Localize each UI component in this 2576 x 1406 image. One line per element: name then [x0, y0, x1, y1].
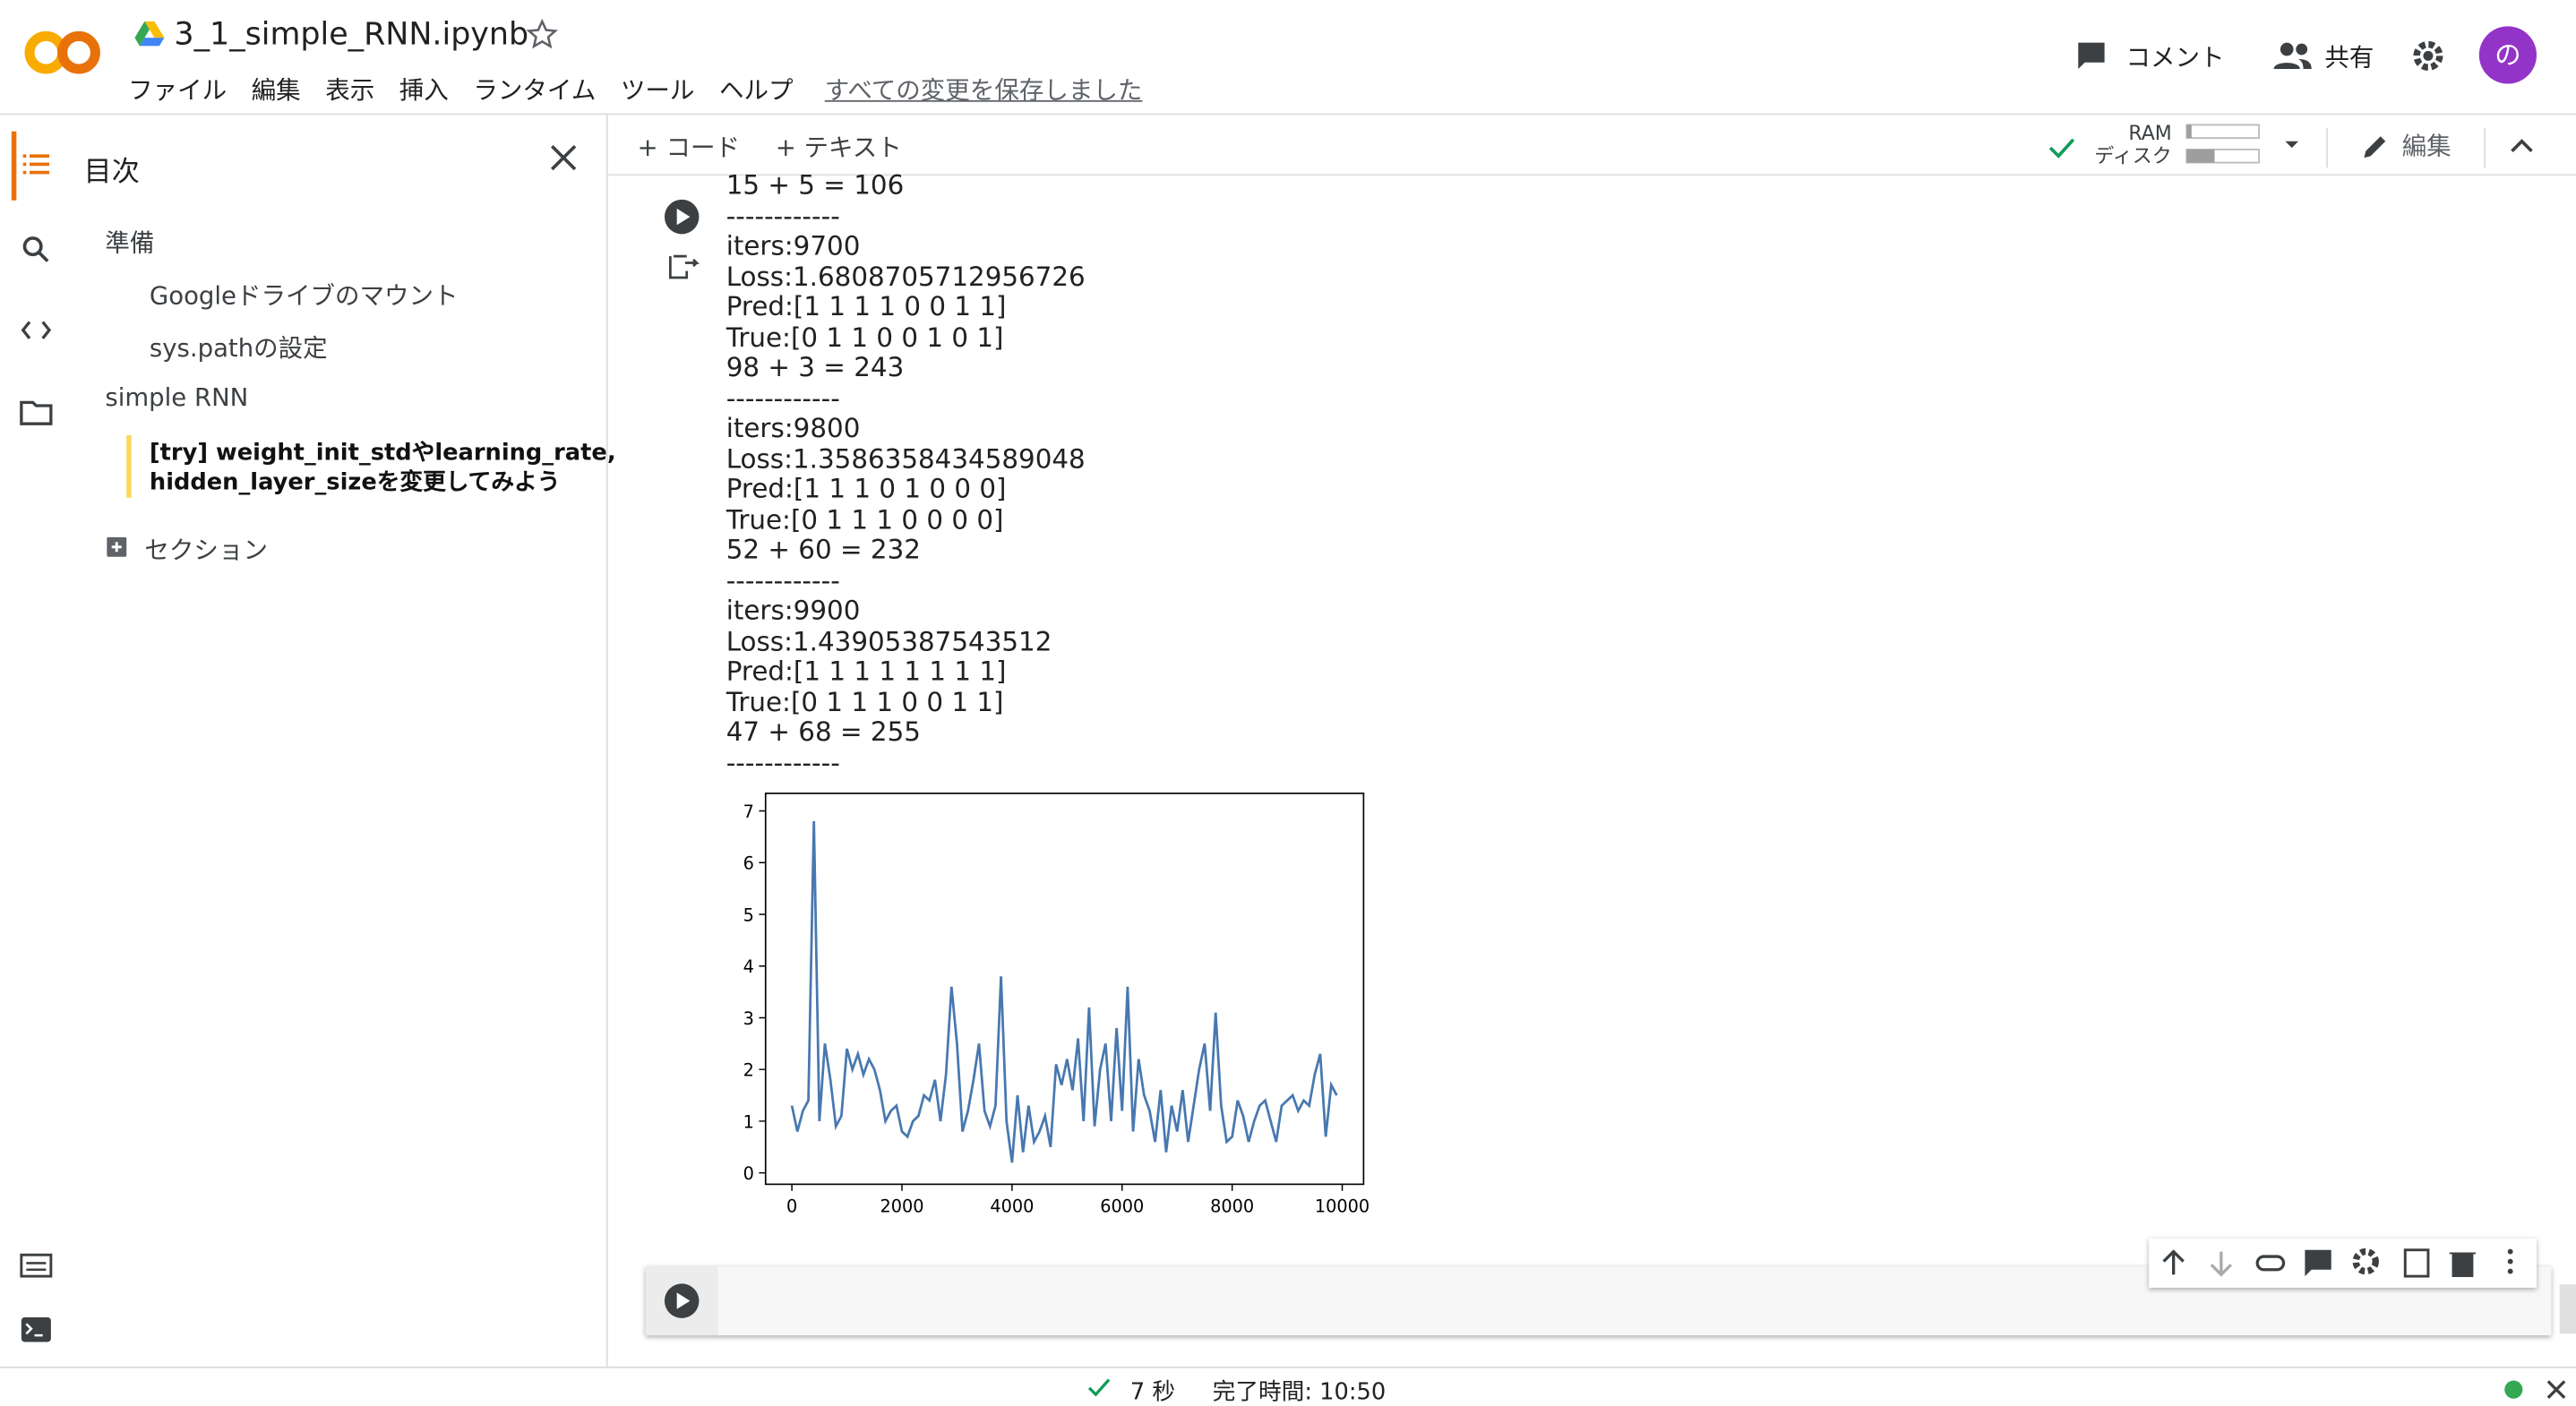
- y-tick-label: 1: [743, 1111, 754, 1132]
- y-tick-label: 0: [743, 1163, 754, 1184]
- sidebar-divider: [605, 115, 608, 1367]
- sidebar-bottom-icons: [20, 1253, 53, 1342]
- resource-bars[interactable]: [2185, 124, 2309, 169]
- save-status[interactable]: すべての変更を保存しました: [824, 75, 1143, 106]
- menu-item[interactable]: ツール: [620, 75, 695, 106]
- star-button[interactable]: [526, 18, 559, 51]
- add-text-button[interactable]: + テキスト: [775, 133, 902, 163]
- output-line: ------------: [726, 199, 840, 231]
- output-line: Loss:1.3586358434589048: [726, 442, 1086, 475]
- y-tick-label: 7: [743, 802, 754, 822]
- add-section[interactable]: セクション: [144, 535, 269, 565]
- x-tick-label: 4000: [990, 1196, 1034, 1217]
- x-tick-label: 10000: [1315, 1196, 1370, 1217]
- loss-line: [790, 821, 1338, 1163]
- toolbar-divider: [607, 174, 2576, 176]
- sidebar-icons: [20, 154, 53, 425]
- notebook-title[interactable]: 3_1_simple_RNN.ipynb: [174, 16, 529, 53]
- toc-item[interactable]: sys.pathの設定: [149, 333, 328, 364]
- avatar[interactable]: の: [2478, 26, 2537, 84]
- cell-output: 15 + 5 = 106 ------------ iters:9700 Loss:1…: [726, 173, 1086, 781]
- menu-item[interactable]: 表示: [325, 75, 375, 106]
- output-line: iters:9800: [726, 412, 861, 444]
- y-tick-label: 4: [743, 956, 754, 977]
- add-section-icon[interactable]: [107, 536, 128, 559]
- cell-toolbar-icons[interactable]: [2155, 1245, 2533, 1281]
- y-tick-label: 5: [743, 904, 754, 925]
- x-tick-label: 0: [786, 1196, 797, 1217]
- run-button[interactable]: [664, 1282, 703, 1322]
- plot-frame: [764, 793, 1365, 1186]
- x-tick-label: 6000: [1100, 1196, 1144, 1217]
- output-line: Pred:[1 1 1 1 0 0 1 1]: [726, 290, 1007, 322]
- output-line: Loss:1.6808705712956726: [726, 260, 1086, 292]
- toc-item[interactable]: [try] weight_init_stdやlearning_rate,: [149, 440, 616, 467]
- resource-labels: RAM ディスク: [2086, 121, 2172, 168]
- output-line: 15 + 5 = 106: [726, 172, 905, 201]
- menu-bar: ファイル 編集 表示 挿入 ランタイム ツール ヘルプ: [128, 73, 818, 107]
- disk-label: ディスク: [2094, 144, 2172, 168]
- output-line: 47 + 68 = 255: [726, 716, 921, 748]
- status-icons[interactable]: [2502, 1376, 2567, 1402]
- y-tick-label: 3: [743, 1008, 754, 1029]
- output-line: iters:9900: [726, 594, 861, 626]
- active-tab-indicator: [11, 131, 17, 201]
- output-line: Pred:[1 1 1 0 1 0 0 0]: [726, 473, 1007, 505]
- share-icon: [2273, 42, 2312, 70]
- output-line: 52 + 60 = 232: [726, 534, 921, 565]
- cell-controls[interactable]: [664, 199, 703, 284]
- status-duration: 7 秒: [1129, 1379, 1176, 1406]
- y-tick-label: 6: [743, 853, 754, 874]
- status-check: [1087, 1378, 1111, 1397]
- close-sidebar[interactable]: [549, 143, 579, 173]
- collapse-button[interactable]: [2509, 134, 2535, 158]
- menu-item[interactable]: ランタイム: [473, 75, 597, 106]
- share-button[interactable]: 共有: [2324, 42, 2374, 73]
- toc-active-bar: [126, 435, 132, 498]
- ram-label: RAM: [2128, 121, 2172, 145]
- status-divider: [0, 1366, 2576, 1368]
- output-line: True:[0 1 1 1 0 0 1 1]: [726, 685, 1004, 717]
- toc-item[interactable]: Googleドライブのマウント: [149, 280, 459, 311]
- comment-icon: [2078, 42, 2105, 70]
- menu-item[interactable]: ヘルプ: [718, 75, 794, 106]
- x-tick-label: 2000: [880, 1196, 923, 1217]
- output-line: 98 + 3 = 243: [726, 351, 905, 383]
- toc-item[interactable]: 準備: [105, 227, 155, 258]
- connected-check: [2048, 138, 2075, 159]
- output-line: True:[0 1 1 0 0 1 0 1]: [726, 321, 1004, 353]
- output-line: Loss:1.43905387543512: [726, 624, 1052, 656]
- output-line: iters:9700: [726, 229, 861, 261]
- toolbar-divider: [2326, 128, 2329, 168]
- status-finished: 完了時間: 10:50: [1212, 1379, 1387, 1406]
- menu-item[interactable]: ファイル: [128, 75, 228, 106]
- edit-button[interactable]: 編集: [2401, 131, 2451, 161]
- menu-item[interactable]: 編集: [251, 75, 301, 106]
- drive-icon: [134, 21, 165, 47]
- output-line: ------------: [726, 564, 840, 596]
- colab-logo: [24, 30, 100, 74]
- toolbar-divider: [2484, 128, 2486, 168]
- output-line: ------------: [726, 382, 840, 414]
- settings-button[interactable]: [2410, 38, 2446, 73]
- output-line: True:[0 1 1 1 0 0 0 0]: [726, 503, 1004, 535]
- output-line: ------------: [726, 746, 840, 778]
- add-code-button[interactable]: + コード: [637, 133, 741, 163]
- y-tick-label: 2: [743, 1060, 754, 1081]
- sidebar-title: 目次: [83, 156, 140, 189]
- output-line: Pred:[1 1 1 1 1 1 1 1]: [726, 655, 1007, 687]
- loss-plot: 0 1 2 3 4 5 6 7 0 2000 4000 6000 8000 10000: [743, 793, 1370, 1217]
- menu-item[interactable]: 挿入: [399, 75, 449, 106]
- edit-icon: [2364, 136, 2386, 159]
- toc-item[interactable]: simple RNN: [105, 382, 249, 413]
- scrollbar: [2559, 1284, 2576, 1334]
- comment-button[interactable]: コメント: [2125, 42, 2225, 73]
- x-tick-label: 8000: [1210, 1196, 1254, 1217]
- header-divider: [0, 113, 2576, 116]
- toc-item[interactable]: hidden_layer_sizeを変更してみよう: [149, 469, 561, 496]
